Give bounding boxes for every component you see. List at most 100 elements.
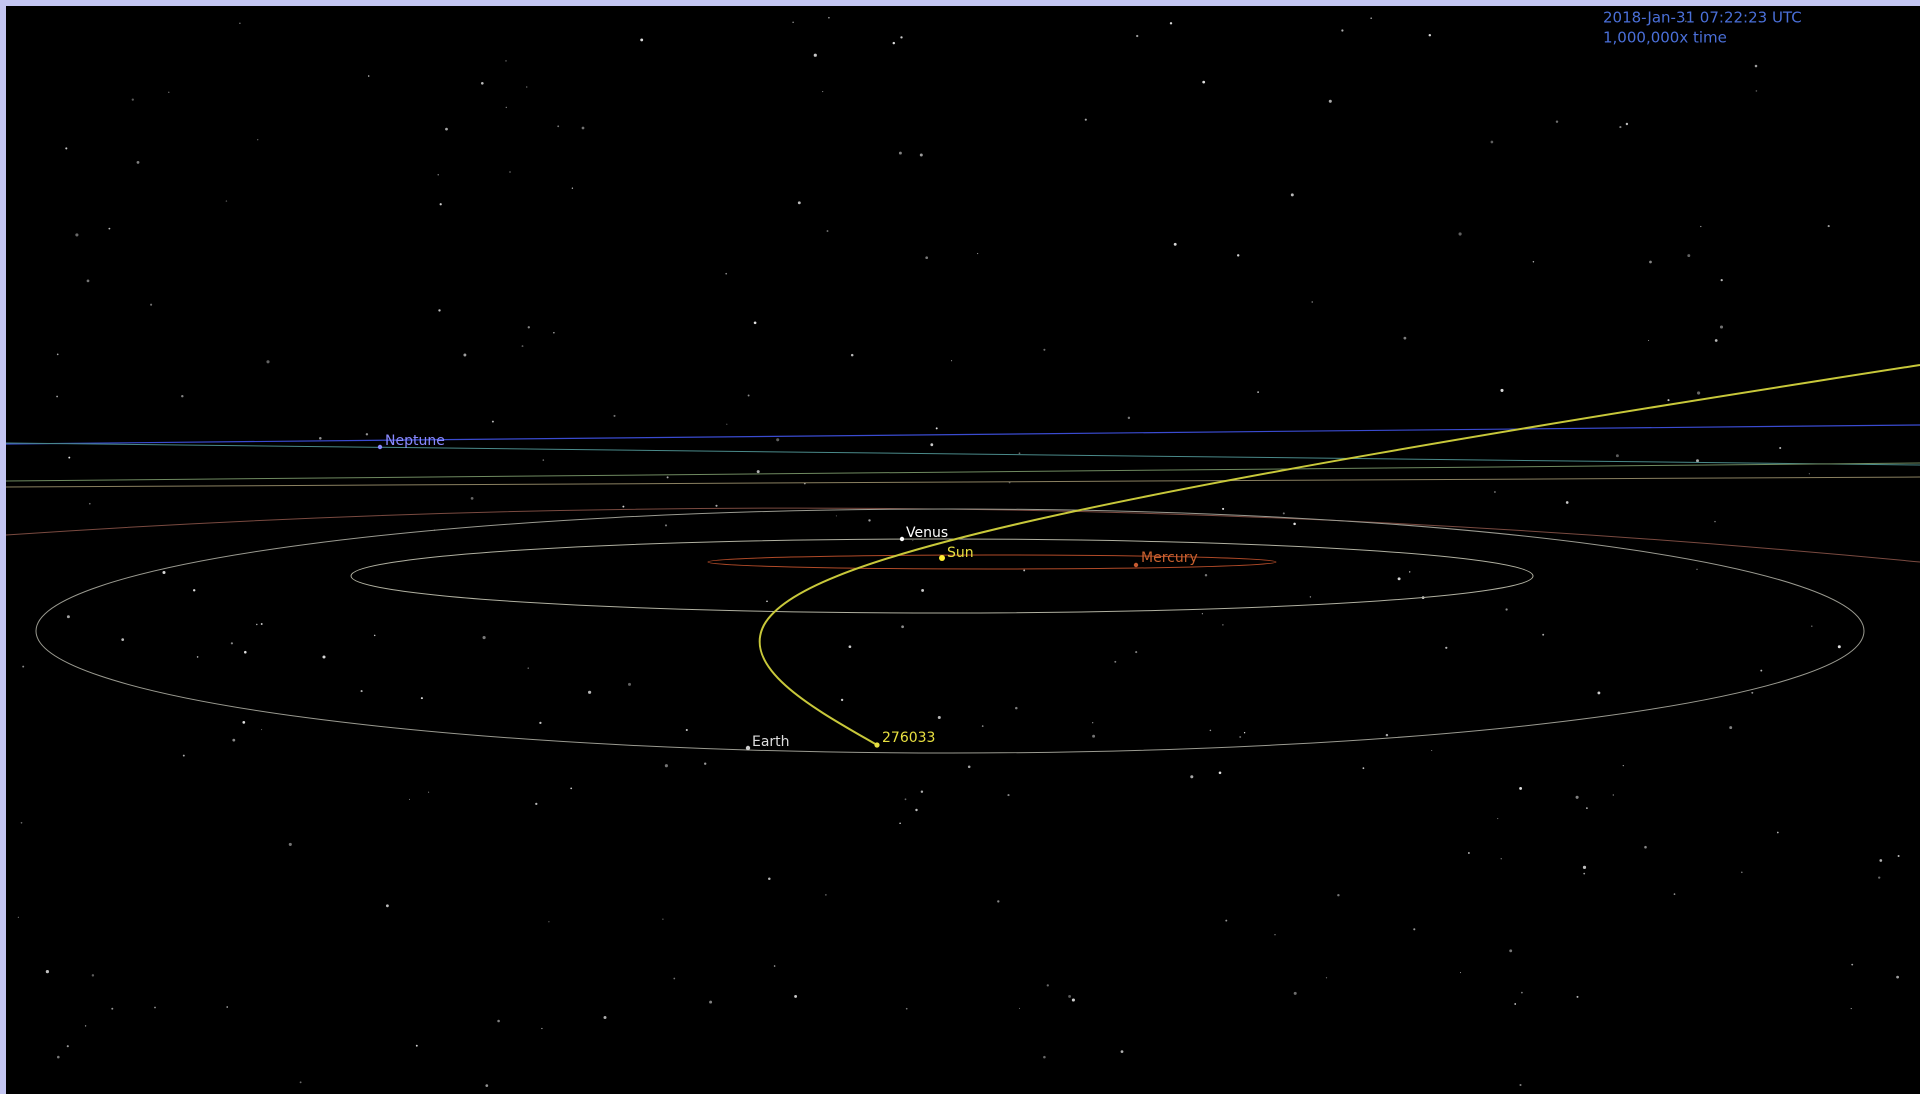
star: [319, 437, 322, 440]
star: [374, 635, 376, 637]
star: [497, 1020, 500, 1023]
star: [1174, 243, 1177, 246]
star: [1729, 726, 1732, 729]
star: [232, 739, 235, 742]
star: [1700, 226, 1701, 227]
star: [1779, 447, 1781, 449]
star: [572, 188, 573, 189]
star: [1583, 873, 1585, 875]
star: [121, 638, 124, 641]
star: [1509, 949, 1512, 952]
star: [776, 438, 779, 441]
star: [92, 974, 94, 976]
star: [1019, 452, 1021, 454]
star: [548, 921, 549, 922]
star: [1514, 1003, 1516, 1005]
star: [257, 139, 258, 140]
star: [368, 75, 370, 77]
star: [162, 571, 165, 574]
star: [1135, 651, 1137, 653]
star: [137, 161, 140, 164]
star: [445, 128, 448, 131]
star: [18, 917, 19, 918]
star: [1777, 832, 1779, 834]
star: [841, 699, 843, 701]
star: [553, 332, 554, 333]
star: [1648, 340, 1649, 341]
star: [849, 645, 852, 648]
star: [1413, 928, 1415, 930]
star: [1623, 765, 1624, 766]
star: [1616, 454, 1619, 457]
star: [1667, 399, 1669, 401]
star: [1809, 473, 1810, 474]
star: [87, 280, 90, 283]
star: [1459, 232, 1462, 235]
star: [1505, 608, 1507, 610]
asteroid-dot: [874, 742, 879, 747]
star: [1896, 976, 1899, 979]
star: [930, 443, 933, 446]
star: [1043, 349, 1045, 351]
star: [1202, 81, 1205, 84]
star: [1583, 866, 1586, 869]
star: [256, 624, 257, 625]
page: Neptune Venus Sun Mercury Earth 276033 2…: [0, 0, 1920, 1094]
star: [483, 636, 486, 639]
star: [1649, 261, 1652, 264]
star: [1429, 34, 1431, 36]
star: [300, 1081, 302, 1083]
star: [1210, 730, 1212, 732]
star: [1898, 855, 1900, 857]
star: [75, 233, 78, 236]
star: [1696, 569, 1697, 570]
star: [535, 803, 537, 805]
star: [421, 697, 423, 699]
star: [1501, 858, 1502, 859]
star: [1613, 794, 1614, 795]
star: [798, 201, 801, 204]
star: [89, 503, 91, 505]
star: [386, 904, 389, 907]
star: [21, 822, 23, 824]
star: [622, 506, 624, 508]
body-label: Earth: [752, 734, 790, 750]
star: [1190, 775, 1193, 778]
star: [1756, 90, 1758, 92]
star: [774, 965, 776, 967]
star: [132, 98, 134, 100]
star: [936, 427, 938, 429]
star: [197, 656, 199, 658]
star: [68, 457, 70, 459]
star: [1404, 337, 1407, 340]
star: [905, 798, 907, 800]
star: [925, 256, 928, 259]
star: [85, 1025, 86, 1026]
star: [1431, 750, 1432, 751]
star: [1878, 876, 1880, 878]
star: [242, 721, 245, 724]
star: [1072, 998, 1075, 1001]
star: [1293, 523, 1296, 526]
star: [509, 171, 510, 172]
star: [1491, 141, 1494, 144]
star: [1500, 389, 1503, 392]
star: [67, 1045, 69, 1047]
star: [968, 766, 971, 769]
star: [1205, 574, 1207, 576]
star: [1519, 1084, 1521, 1086]
star: [822, 91, 823, 92]
star: [322, 655, 325, 658]
star: [1043, 1056, 1046, 1059]
star: [868, 519, 870, 521]
star: [1811, 625, 1812, 626]
star: [921, 790, 923, 792]
star: [438, 309, 440, 311]
star: [1341, 29, 1343, 31]
star: [1851, 964, 1853, 966]
star: [266, 360, 269, 363]
star: [1092, 722, 1093, 723]
star: [485, 1084, 488, 1087]
star: [1566, 501, 1569, 504]
star: [528, 326, 530, 328]
